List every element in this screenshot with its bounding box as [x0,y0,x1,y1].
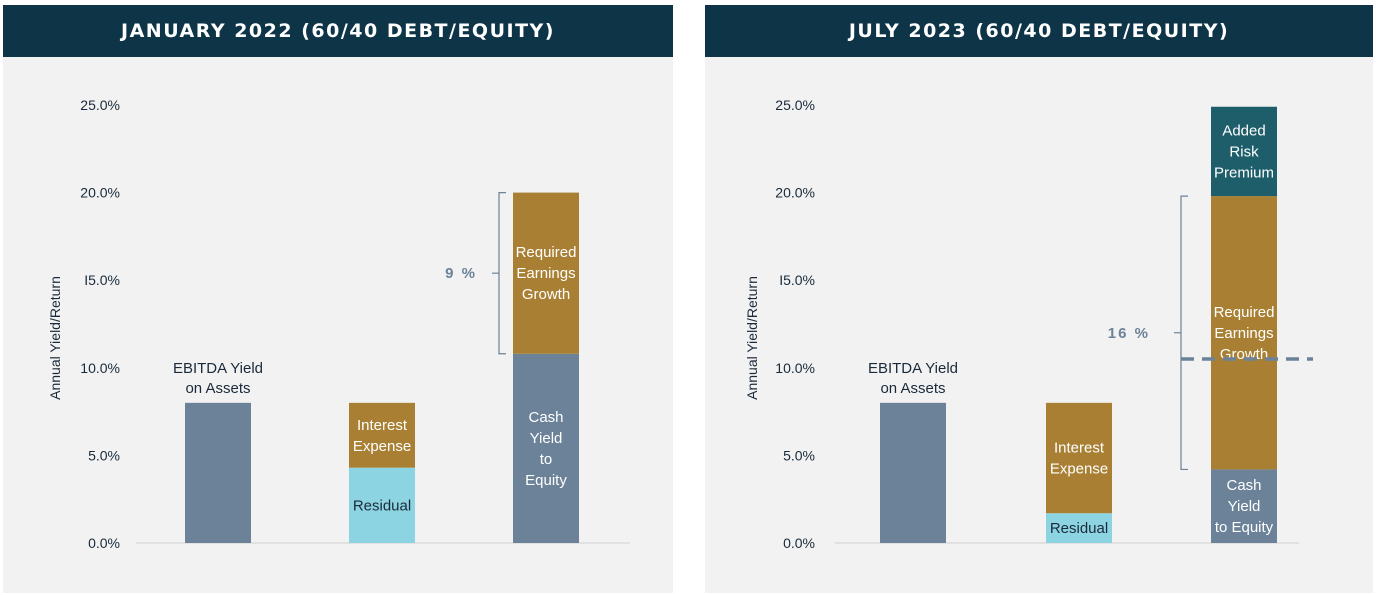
bar-segment [185,402,251,543]
bar-segment [1046,402,1112,514]
bar-segment-label: Earnings [1214,325,1273,342]
bar-label: on Assets [185,380,250,397]
chart-svg-jul-2023: 0.0% 5.0% 10.0% I5.0% 20.0% 25.0% Annual Yield… [744,97,1313,551]
bar-segment-label: Equity [525,472,567,489]
y-tick-label: 0.0% [783,535,815,551]
y-tick-label: I5.0% [84,272,120,288]
bar-segment-label: Growth [522,286,570,303]
bar-segment-label: Cash [1226,477,1261,494]
chart-title: JULY 2023 (60/40 DEBT/EQUITY) [705,5,1373,57]
bar-label: on Assets [880,380,945,397]
annotation-bracket [498,192,506,355]
bar-segment-label: Yield [530,430,563,447]
bar-segment [349,467,415,543]
bar-segment-label: Yield [1228,498,1261,515]
annotation-bracket [1180,195,1188,471]
y-tick-label: I5.0% [779,272,815,288]
y-tick-label: 20.0% [775,185,815,201]
bar-segment [1211,106,1277,197]
y-tick-label: 20.0% [80,185,120,201]
bar-segment-label: Cash [528,409,563,426]
y-tick-label: 25.0% [775,97,815,113]
bar-segment-label: Expense [353,438,411,455]
bar-segment-label: Added [1222,122,1265,139]
y-tick-label: 10.0% [775,360,815,376]
bar-segment-label: Interest [357,417,408,434]
bar-segment [349,402,415,468]
annotation-label: 16 % [1108,325,1150,342]
chart-panel-jan-2022: JANUARY 2022 (60/40 DEBT/EQUITY) 0.0% 5.0… [3,5,673,593]
bar-label: EBITDA Yield [868,360,958,377]
bar-segment-label: Interest [1054,440,1105,457]
chart-title: JANUARY 2022 (60/40 DEBT/EQUITY) [3,5,673,57]
y-tick-label: 5.0% [88,447,120,463]
bar-label: EBITDA Yield [173,360,263,377]
bar-segment [513,353,579,543]
bar-segment-label: Residual [1050,520,1108,537]
bar-segment [513,192,579,354]
y-axis-title: Annual Yield/Return [744,276,760,400]
bar-segment-label: Premium [1214,164,1274,181]
annotation-label: 9 % [445,265,477,282]
bar-segment-label: to [540,451,553,468]
bar-segment-label: Earnings [516,265,575,282]
bar-segment-label: to Equity [1215,519,1274,536]
bar-segment-label: Required [516,244,577,261]
bar-segment [1046,513,1112,543]
bar-segment-label: Residual [353,497,411,514]
y-tick-label: 25.0% [80,97,120,113]
bar-segment-label: Risk [1229,143,1259,160]
y-tick-label: 0.0% [88,535,120,551]
y-tick-label: 5.0% [783,447,815,463]
bar-segment-label: Expense [1050,461,1108,478]
y-tick-label: 10.0% [80,360,120,376]
chart-panel-jul-2023: JULY 2023 (60/40 DEBT/EQUITY) 0.0% 5.0% 10… [705,5,1373,593]
bar-segment [1211,196,1277,470]
chart-svg-jan-2022: 0.0% 5.0% 10.0% I5.0% 20.0% 25.0% Annual Yield… [47,97,630,551]
bar-segment-label: Required [1214,304,1275,321]
bar-segment [880,402,946,543]
y-axis-title: Annual Yield/Return [47,276,63,400]
bar-segment [1211,469,1277,543]
